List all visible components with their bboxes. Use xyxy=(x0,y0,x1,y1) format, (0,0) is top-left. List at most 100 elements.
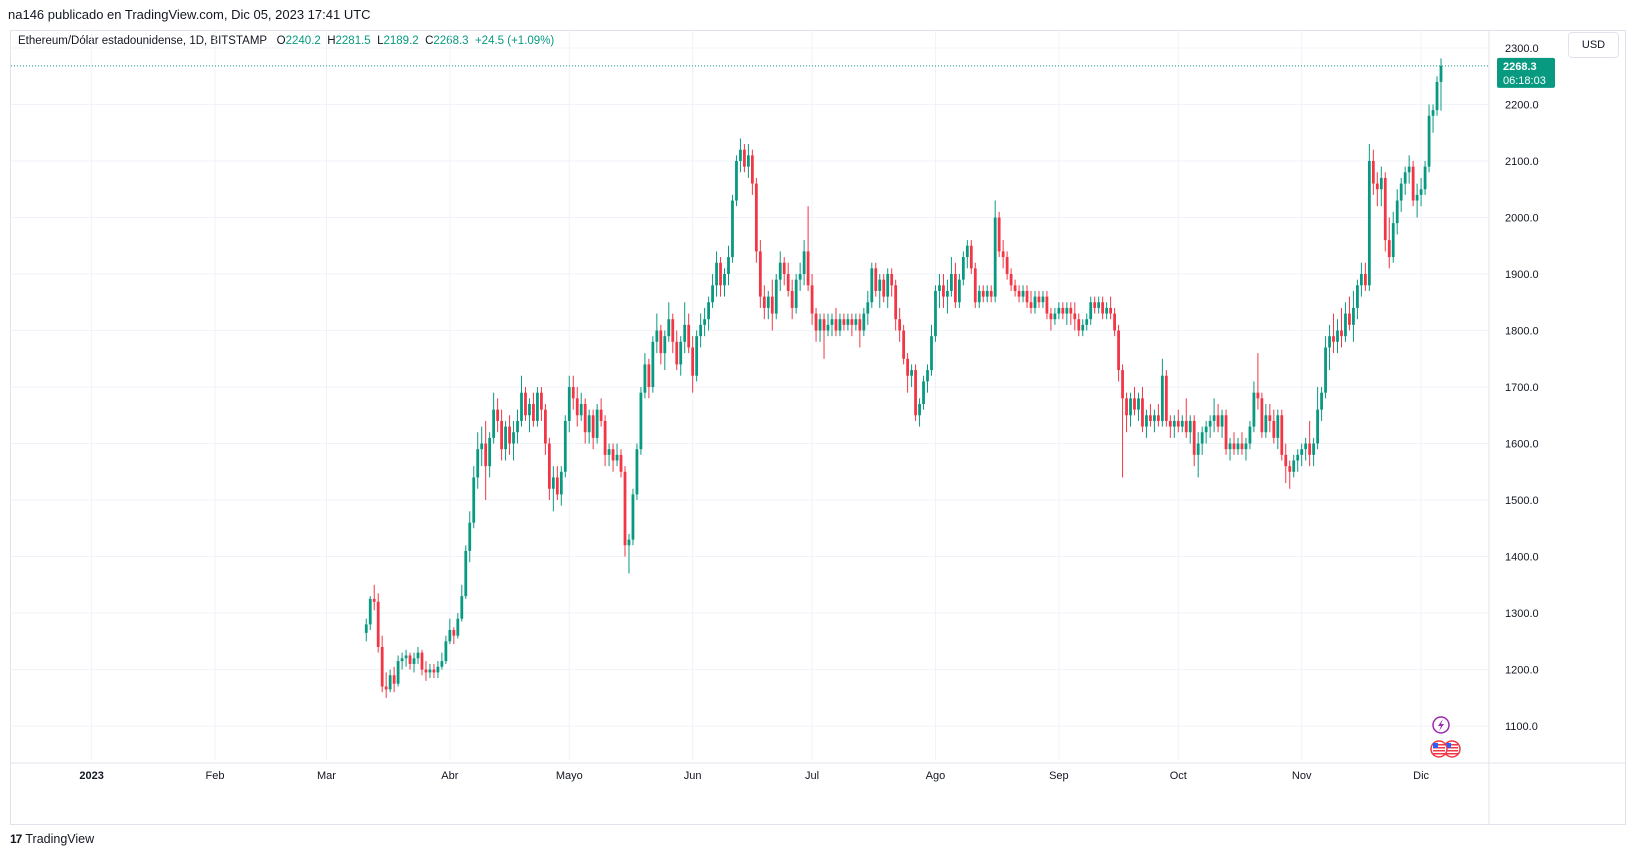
candle-body xyxy=(1093,302,1097,308)
y-tick-label: 2000.0 xyxy=(1505,212,1539,224)
x-tick-label: 2023 xyxy=(79,770,103,782)
x-tick-label: Abr xyxy=(441,770,458,782)
candle-body xyxy=(754,183,758,252)
candle-body xyxy=(1252,392,1256,427)
candle-body xyxy=(1065,307,1069,314)
candle-body xyxy=(1212,415,1216,421)
candle-body xyxy=(1145,415,1148,427)
candle-body xyxy=(981,290,985,297)
candle-body xyxy=(1431,110,1435,116)
x-tick-label: Jul xyxy=(805,770,819,782)
candle-body xyxy=(886,274,890,297)
candle-body xyxy=(826,324,830,331)
candle-body xyxy=(392,675,396,684)
y-tick-label: 2100.0 xyxy=(1505,156,1539,168)
y-tick-label: 1700.0 xyxy=(1505,382,1539,394)
candle-body xyxy=(1017,290,1021,297)
candle-body xyxy=(691,347,695,376)
candle-body xyxy=(1236,443,1240,450)
candle-body xyxy=(436,666,440,673)
candle-body xyxy=(615,454,619,461)
candle-body xyxy=(368,598,372,625)
candle-body xyxy=(1244,443,1248,450)
candle-body xyxy=(782,262,786,274)
candle-body xyxy=(1224,415,1228,450)
candle-body xyxy=(476,449,480,478)
candle-body xyxy=(679,341,683,365)
brand-name: TradingView xyxy=(25,832,95,846)
legend-change-value: +24.5 (+1.09%) xyxy=(474,35,555,47)
candle-body xyxy=(1168,420,1172,427)
candle-body xyxy=(842,319,846,325)
candle-body xyxy=(1352,307,1355,325)
candle-body xyxy=(575,398,579,416)
candle-body xyxy=(1200,432,1204,444)
candle-body xyxy=(1109,307,1113,314)
y-tick-label: 1800.0 xyxy=(1505,326,1539,338)
candle-body xyxy=(623,471,627,546)
candle-body xyxy=(695,336,699,376)
candle-body xyxy=(1423,166,1427,190)
candle-body xyxy=(484,443,488,467)
candle-body xyxy=(655,330,659,342)
candle-body xyxy=(1129,398,1132,416)
tradingview-logo-icon: 17 xyxy=(10,832,22,846)
candle-body xyxy=(1049,313,1053,320)
candle-body xyxy=(1204,426,1208,433)
candle-body xyxy=(508,426,511,444)
candle-body xyxy=(798,274,802,280)
candle-body xyxy=(1411,166,1415,201)
candle-body xyxy=(1308,443,1312,455)
candle-body xyxy=(376,601,380,647)
candle-body xyxy=(1375,183,1379,190)
tradingview-brand[interactable]: 17 TradingView xyxy=(10,832,94,846)
candle-body xyxy=(1045,296,1049,314)
candle-body xyxy=(1320,392,1323,410)
candle-body xyxy=(420,652,424,670)
flag-stripe xyxy=(1446,744,1458,746)
candle-body xyxy=(1344,313,1347,337)
candle-body xyxy=(1021,290,1025,297)
candle-body xyxy=(635,449,639,495)
candle-body xyxy=(1363,274,1367,286)
candle-body xyxy=(424,669,428,673)
candle-body xyxy=(1133,398,1136,410)
candle-body xyxy=(659,330,663,354)
candle-body xyxy=(571,387,575,399)
y-tick-label: 1100.0 xyxy=(1505,721,1538,733)
candle-body xyxy=(631,494,635,540)
legend-open-label: O xyxy=(276,35,286,47)
currency-button[interactable]: USD xyxy=(1568,32,1619,58)
x-tick-label: Feb xyxy=(206,770,225,782)
candle-body xyxy=(1391,223,1395,258)
candle-body xyxy=(930,336,933,371)
candle-body xyxy=(384,686,388,690)
candle-body xyxy=(934,290,937,337)
legend-low-value: 2189.2 xyxy=(383,35,419,47)
candle-body xyxy=(806,251,810,286)
candle-body xyxy=(555,477,559,495)
candle-body xyxy=(1085,319,1089,325)
candle-body xyxy=(922,381,925,404)
candle-body xyxy=(707,302,710,320)
candle-body xyxy=(770,296,774,314)
candle-body xyxy=(1439,65,1443,82)
candle-body xyxy=(504,426,507,450)
candle-body xyxy=(1379,177,1383,190)
candle-body xyxy=(1435,81,1439,111)
candle-body xyxy=(1156,415,1160,421)
x-tick-label: Mayo xyxy=(556,770,583,782)
candle-body xyxy=(1280,415,1284,455)
candle-body xyxy=(1196,443,1200,455)
candle-body xyxy=(846,319,850,325)
candle-body xyxy=(1172,420,1176,427)
candle-body xyxy=(1001,251,1005,258)
candle-body xyxy=(894,285,898,320)
candle-body xyxy=(1069,307,1073,314)
candle-body xyxy=(739,149,742,161)
candle-body xyxy=(536,392,539,421)
symbol-legend: Ethereum/Dólar estadounidense, 1D, BITST… xyxy=(18,35,554,47)
legend-close-label: C xyxy=(425,35,434,47)
flag-stripe xyxy=(1433,753,1445,755)
